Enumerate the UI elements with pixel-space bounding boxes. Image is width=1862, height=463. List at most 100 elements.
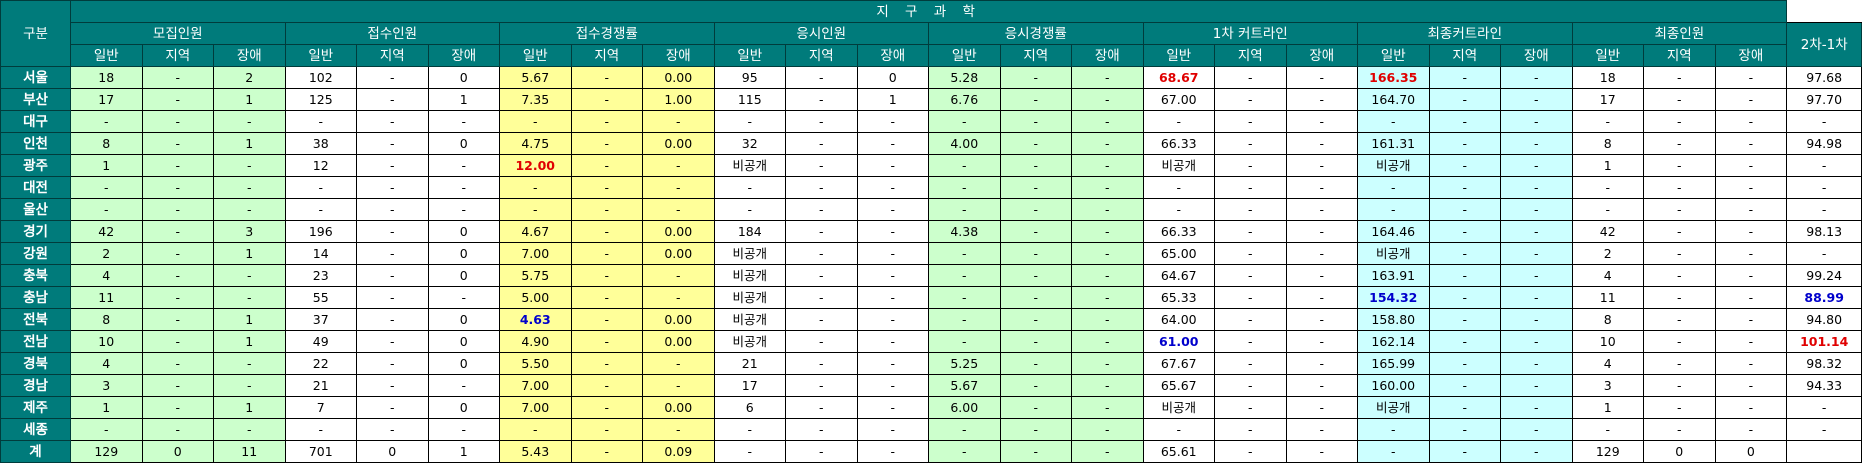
table-cell: - bbox=[356, 154, 429, 177]
table-cell: - bbox=[570, 286, 643, 309]
table-cell: - bbox=[1714, 264, 1788, 287]
table-cell: 6 bbox=[713, 396, 786, 419]
table-cell: - bbox=[999, 154, 1072, 177]
table-cell: - bbox=[1214, 374, 1287, 397]
table-cell: - bbox=[785, 264, 858, 287]
table-cell: 11 bbox=[70, 286, 143, 309]
table-cell: - bbox=[1428, 308, 1501, 331]
table-cell: - bbox=[141, 308, 214, 331]
table-row: 전남 10-1 49-0 4.90-0.00 비공개 - - - - -61.00- -162.14… bbox=[0, 330, 1862, 353]
table-cell: 22 bbox=[284, 352, 357, 375]
table-cell: - bbox=[284, 418, 357, 441]
table-cell: - bbox=[1071, 264, 1144, 287]
table-cell: 162.14 bbox=[1357, 330, 1430, 353]
table-cell: - bbox=[1285, 286, 1358, 309]
table-cell: 1 bbox=[70, 154, 143, 177]
table-cell: 64.00 bbox=[1142, 308, 1215, 331]
table-cell: - bbox=[856, 418, 929, 441]
table-cell: - bbox=[1571, 198, 1644, 221]
table-cell: - bbox=[1714, 330, 1788, 353]
table-cell: - bbox=[713, 198, 786, 221]
table-cell: 1 bbox=[1571, 396, 1644, 419]
table-cell: - bbox=[928, 330, 1001, 353]
table-cell: - bbox=[1285, 330, 1358, 353]
group-header: 응시인원 bbox=[713, 22, 929, 45]
table-cell: - bbox=[642, 374, 715, 397]
table-cell: 65.00 bbox=[1142, 242, 1215, 265]
table-cell: - bbox=[1142, 176, 1215, 199]
table-cell: - bbox=[1285, 132, 1358, 155]
table-cell: - bbox=[213, 418, 286, 441]
table-cell: - bbox=[427, 176, 500, 199]
table-cell: - bbox=[1071, 330, 1144, 353]
title-row: 구분 지 구 과 학 bbox=[0, 0, 1862, 67]
table-cell: - bbox=[785, 440, 858, 463]
table-cell: - bbox=[785, 110, 858, 133]
table-cell: - bbox=[141, 132, 214, 155]
table-row: 전북 8-1 37-0 4.63-0.00 비공개 - - - - -64.00- -158.80-… bbox=[0, 308, 1862, 331]
table-cell: - bbox=[1786, 198, 1862, 221]
table-cell: 102 bbox=[284, 66, 357, 89]
table-cell: 42 bbox=[1571, 220, 1644, 243]
table-cell: - bbox=[141, 264, 214, 287]
table-cell: - bbox=[856, 396, 929, 419]
table-cell: 1 bbox=[213, 132, 286, 155]
region-label: 전북 bbox=[0, 308, 71, 331]
table-cell: 7.35 bbox=[499, 88, 572, 111]
table-cell: - bbox=[1428, 110, 1501, 133]
table-cell: - bbox=[642, 352, 715, 375]
table-cell: - bbox=[1214, 396, 1287, 419]
table-cell: - bbox=[785, 66, 858, 89]
table-cell: - bbox=[856, 264, 929, 287]
table-cell: - bbox=[1285, 66, 1358, 89]
sub-header: 지역 bbox=[1214, 44, 1287, 67]
table-cell: - bbox=[1071, 418, 1144, 441]
sub-header: 지역 bbox=[1643, 44, 1716, 67]
table-cell: - bbox=[570, 198, 643, 221]
table-cell: - bbox=[1643, 418, 1716, 441]
table-cell: - bbox=[356, 286, 429, 309]
table-cell: - bbox=[1500, 110, 1573, 133]
table-cell: - bbox=[928, 176, 1001, 199]
table-cell: - bbox=[1500, 352, 1573, 375]
table-cell: - bbox=[356, 330, 429, 353]
table-cell: - bbox=[1285, 154, 1358, 177]
region-label: 계 bbox=[0, 440, 71, 463]
table-row: 광주 1- -12- -12.00- - 비공개 - - - - - 비공개 - - 비공개 - -1- - - bbox=[0, 154, 1862, 177]
table-cell: 2 bbox=[70, 242, 143, 265]
table-cell: 5.67 bbox=[928, 374, 1001, 397]
table-cell: 0.00 bbox=[642, 220, 715, 243]
table-cell: - bbox=[999, 308, 1072, 331]
table-cell: - bbox=[928, 264, 1001, 287]
table-cell: 161.31 bbox=[1357, 132, 1430, 155]
table-cell: 42 bbox=[70, 220, 143, 243]
table-cell: - bbox=[1714, 352, 1788, 375]
table-cell: - bbox=[1786, 176, 1862, 199]
sub-header: 장애 bbox=[856, 44, 929, 67]
table-row: 강원 2-1 14-0 7.00-0.00 비공개 - - - - -65.00- - 비공개 - -2-… bbox=[0, 242, 1862, 265]
table-cell: - bbox=[856, 176, 929, 199]
table-cell: - bbox=[928, 198, 1001, 221]
table-cell: - bbox=[1428, 242, 1501, 265]
sub-header: 장애 bbox=[427, 44, 500, 67]
table-cell: - bbox=[1714, 88, 1788, 111]
table-cell: 88.99 bbox=[1786, 286, 1862, 309]
table-cell: - bbox=[999, 264, 1072, 287]
table-cell: - bbox=[570, 396, 643, 419]
table-cell: 5.28 bbox=[928, 66, 1001, 89]
table-cell: 165.99 bbox=[1357, 352, 1430, 375]
table-cell: - bbox=[1428, 264, 1501, 287]
table-cell: - bbox=[499, 176, 572, 199]
table-cell: - bbox=[570, 330, 643, 353]
table-cell: 164.46 bbox=[1357, 220, 1430, 243]
sub-header: 장애 bbox=[1285, 44, 1358, 67]
table-cell: 0 bbox=[427, 308, 500, 331]
table-cell: - bbox=[1714, 418, 1788, 441]
table-cell: - bbox=[1428, 396, 1501, 419]
table-cell: - bbox=[1214, 242, 1287, 265]
table-cell: 4.75 bbox=[499, 132, 572, 155]
table-cell: 7.00 bbox=[499, 374, 572, 397]
table-cell: - bbox=[1500, 264, 1573, 287]
table-cell: - bbox=[70, 110, 143, 133]
table-cell: - bbox=[999, 330, 1072, 353]
